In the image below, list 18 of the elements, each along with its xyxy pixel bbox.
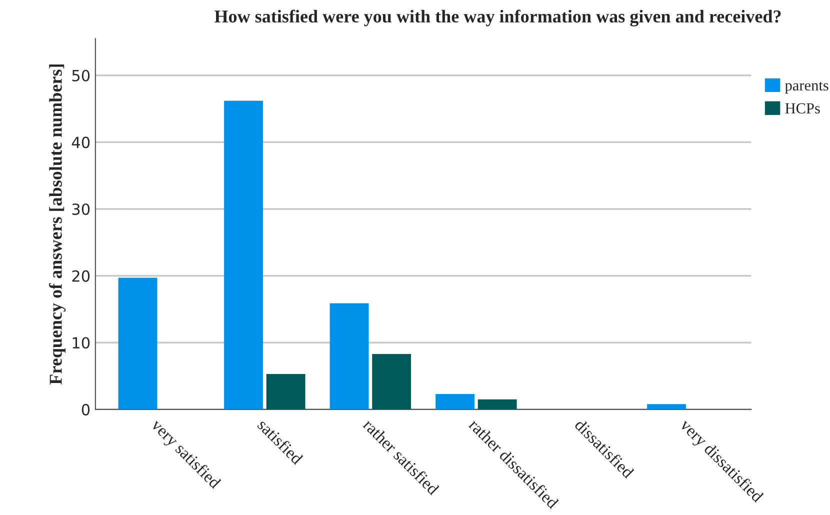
bar (330, 303, 369, 410)
y-tick-label: 30 (72, 203, 90, 216)
y-tick-label: 0 (82, 404, 90, 416)
bar (224, 100, 263, 410)
bar (266, 374, 306, 410)
y-tick-label: 40 (72, 136, 90, 148)
y-axis-title: Frequency of answers [absolute numbers] (48, 64, 66, 385)
bar (478, 399, 517, 410)
bar (436, 394, 474, 410)
y-tick-label: 50 (72, 70, 90, 82)
legend-label: HCPs (785, 103, 820, 114)
legend-label: parents (785, 82, 828, 94)
bar (647, 404, 686, 410)
y-tick-label: 20 (72, 270, 90, 282)
bar (372, 354, 412, 410)
y-tick-label: 10 (72, 337, 90, 349)
bar (118, 278, 158, 410)
chart-title: How satisfied were you with the way information was given and received? (214, 10, 781, 26)
